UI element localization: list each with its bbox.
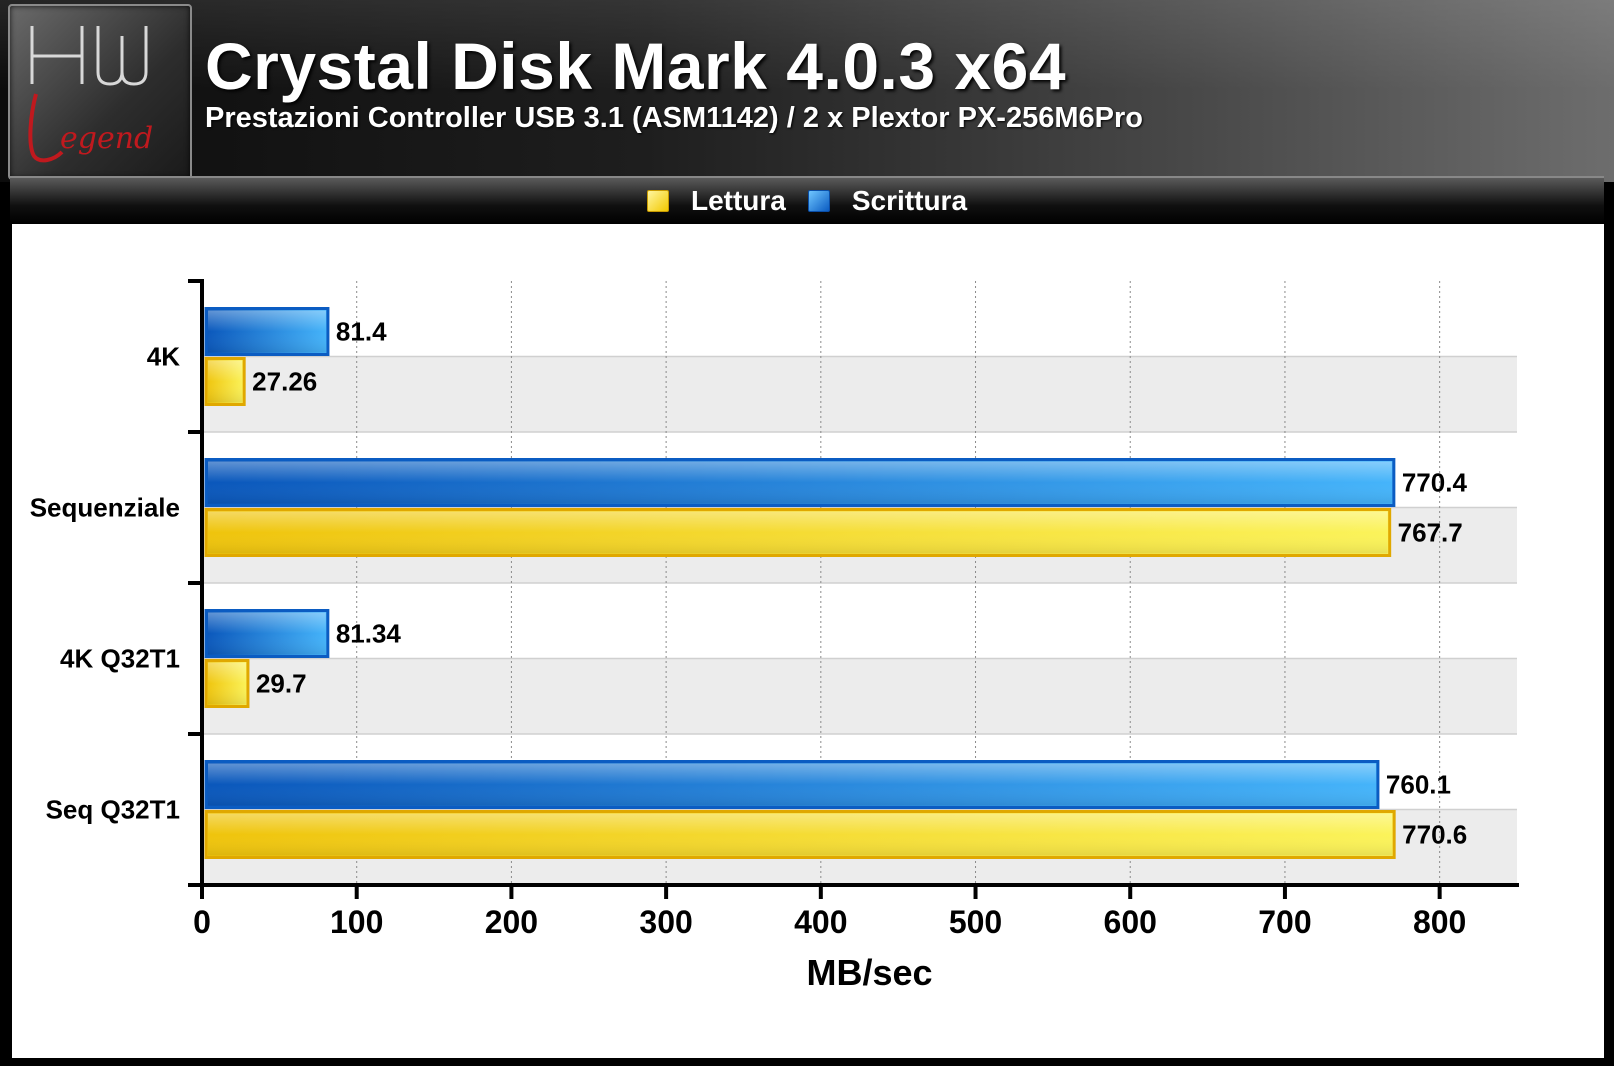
hwlegend-logo-art: egend: [28, 26, 153, 163]
bar-chart: 81.4 27.26 770.4 767.7 81.34 29.7 760.1 770.6 4…: [30, 279, 1519, 993]
value-label: 770.4: [1402, 468, 1468, 498]
write-bar-gloss: [208, 763, 1376, 806]
logo-letter-w: [96, 26, 148, 86]
logo-wordmark: egend: [60, 121, 153, 156]
legend-item-write: Scrittura: [807, 185, 968, 217]
logo-letter-l: [28, 93, 64, 163]
legend-item-read: Lettura: [646, 185, 786, 217]
write-bar-gloss: [208, 461, 1392, 504]
x-axis-title: MB/sec: [806, 952, 932, 993]
category-label: 4K: [147, 342, 180, 372]
legend-label-write: Scrittura: [851, 185, 968, 216]
bars: [204, 307, 1396, 859]
x-tick-label: 800: [1413, 904, 1466, 940]
logo-letter-h: [30, 26, 84, 84]
write-bar-gloss: [208, 612, 326, 655]
chart-header: egend Crystal Disk Mark 4.0.3 x64 Presta…: [0, 0, 1614, 182]
category-labels: 4K Sequenziale 4K Q32T1 Seq Q32T1: [30, 342, 180, 825]
value-label: 767.7: [1398, 518, 1463, 548]
value-label: 81.34: [336, 619, 402, 649]
legend: Lettura Scrittura: [10, 178, 1604, 224]
row-band: [202, 658, 1517, 734]
value-labels: 81.4 27.26 770.4 767.7 81.34 29.7 760.1 770.6: [252, 317, 1467, 850]
legend-swatch-read: [646, 190, 669, 212]
write-bar-gloss: [208, 310, 326, 353]
value-label: 770.6: [1402, 820, 1467, 850]
read-bar-gloss: [208, 360, 243, 403]
x-tick-label: 300: [639, 904, 692, 940]
x-tick-label: 700: [1258, 904, 1311, 940]
value-label: 760.1: [1386, 770, 1451, 800]
read-bar-gloss: [208, 662, 246, 705]
category-label: Seq Q32T1: [46, 795, 180, 825]
x-tick-label: 600: [1104, 904, 1157, 940]
legend-swatch-write: [807, 190, 830, 212]
axes: [188, 279, 1519, 899]
x-tick-label: 0: [193, 904, 211, 940]
category-label: Sequenziale: [30, 493, 180, 523]
chart-subtitle: Prestazioni Controller USB 3.1 (ASM1142)…: [205, 102, 1143, 134]
value-label: 29.7: [256, 669, 307, 699]
x-tick-label: 200: [485, 904, 538, 940]
legend-bar: Lettura Scrittura: [10, 176, 1604, 224]
value-label: 27.26: [252, 367, 317, 397]
read-bar-gloss: [208, 813, 1393, 856]
read-bar-gloss: [208, 511, 1388, 554]
plot-panel: 81.4 27.26 770.4 767.7 81.34 29.7 760.1 770.6 4…: [12, 224, 1604, 1058]
value-label: 81.4: [336, 317, 387, 347]
chart-title: Crystal Disk Mark 4.0.3 x64: [205, 29, 1067, 103]
x-tick-label: 400: [794, 904, 847, 940]
x-tick-label: 100: [330, 904, 383, 940]
hwlegend-logo: egend: [8, 4, 192, 180]
tick-labels: 0 100 200 300 400 500 600 700 800: [193, 904, 1466, 940]
header-sheen: [0, 0, 1614, 90]
category-label: 4K Q32T1: [60, 644, 180, 674]
row-band: [202, 356, 1517, 432]
grid-lines: [356, 281, 1441, 885]
legend-label-read: Lettura: [690, 185, 786, 216]
x-tick-label: 500: [949, 904, 1002, 940]
